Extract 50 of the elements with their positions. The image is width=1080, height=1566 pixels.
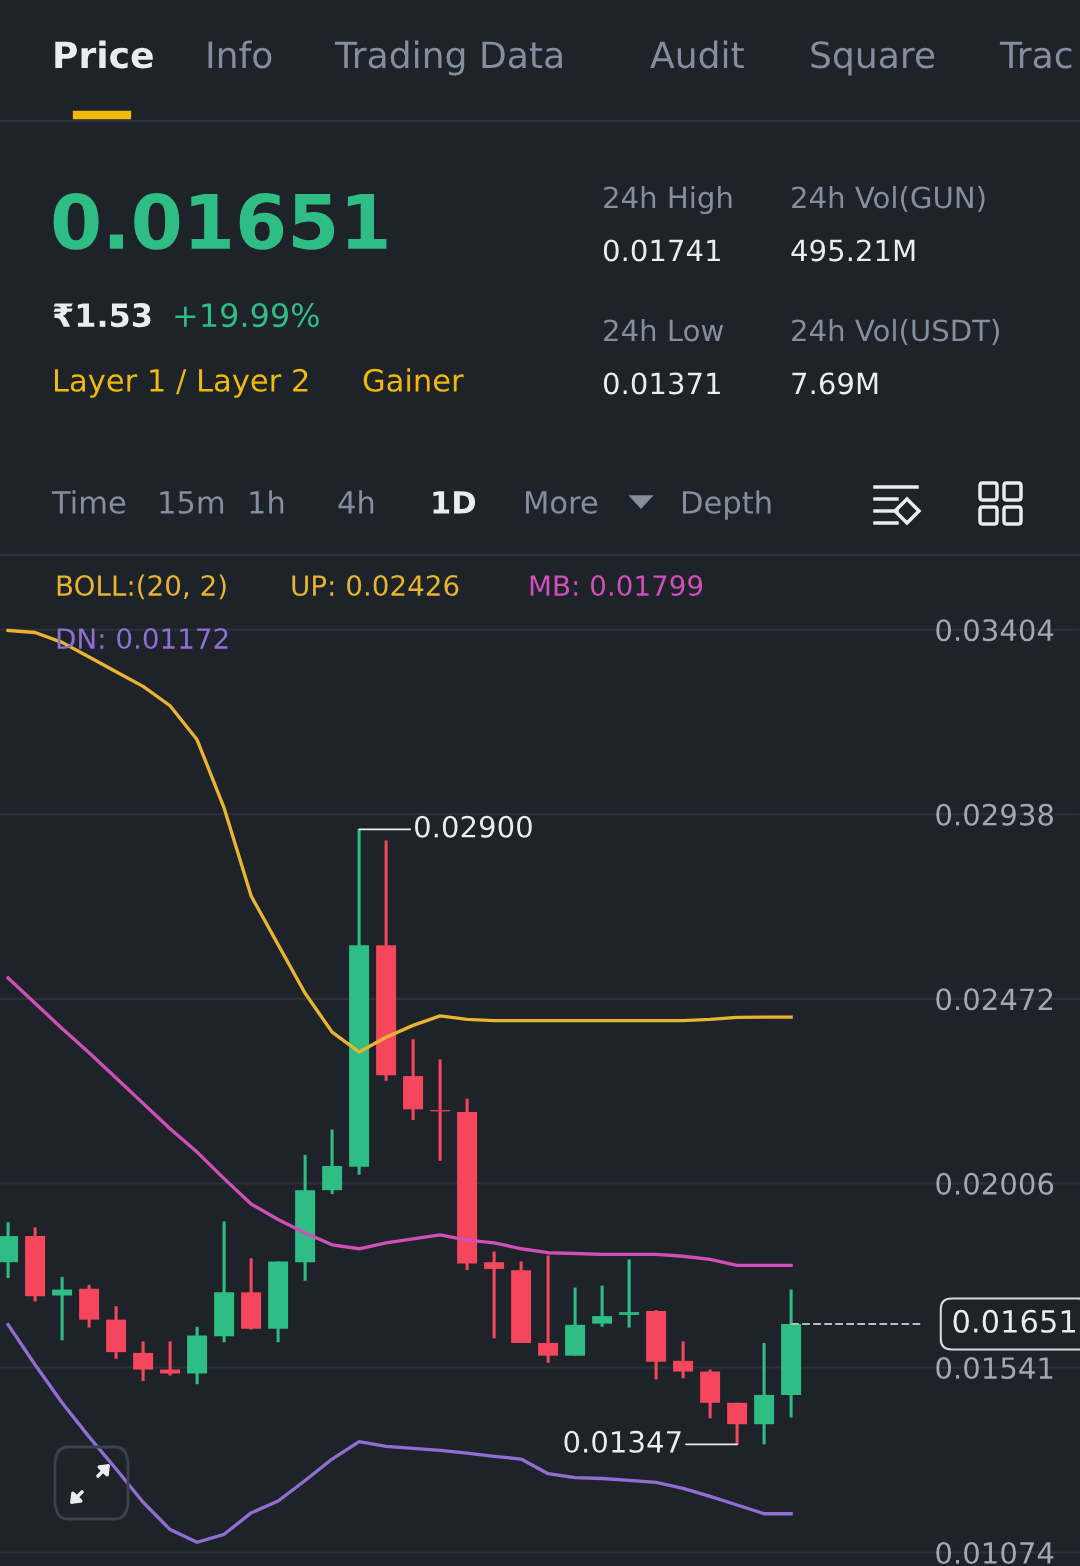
text: 24h High [604, 185, 732, 215]
text: 24h Vol(USDT) [792, 318, 999, 345]
text: Info [208, 40, 272, 69]
text: ₹1.53 [53, 303, 151, 328]
text: Audit [650, 40, 744, 69]
text: 7.69M [792, 372, 878, 395]
text: 0.01741 [603, 239, 720, 262]
candlestick [619, 1259, 640, 1328]
y-tick-label: 0.01541 [936, 1357, 1053, 1380]
text: 24h Low [604, 318, 724, 342]
text: Price [55, 40, 153, 69]
candlestick [133, 1341, 154, 1383]
text: Time [51, 490, 126, 514]
text: 15m [160, 491, 224, 514]
text: Layer 1 / Layer 2 [55, 368, 308, 398]
candlestick [160, 1341, 181, 1376]
text: 24h Vol(GUN) [792, 185, 985, 212]
text: MB: 0.01799 [530, 575, 703, 597]
text: Trac [999, 41, 1072, 69]
y-tick-label: 0.01074 [936, 1541, 1054, 1565]
text: 0.01651 [53, 193, 387, 250]
line-series [6, 976, 793, 1268]
text: Trading Data [334, 40, 562, 76]
y-tick-label: 0.02938 [936, 803, 1053, 826]
candlestick [673, 1341, 694, 1379]
annotation: 0.02900 [415, 815, 532, 838]
text: 495.21M [791, 239, 915, 262]
text: +19.99% [175, 303, 319, 328]
candlestick [538, 1255, 559, 1363]
text: 1D [433, 491, 476, 514]
line-series [6, 628, 793, 1054]
text: Square [811, 41, 935, 76]
y-tick-label: 0.03404 [936, 619, 1054, 642]
text: Gainer [363, 368, 464, 392]
text: Depth [683, 490, 771, 520]
annotation: 0.01347 [564, 1430, 681, 1453]
text: 0.01371 [603, 372, 720, 395]
text: DN: 0.01172 [57, 628, 228, 650]
text: 4h [338, 490, 374, 514]
line-series [6, 1323, 793, 1544]
y-tick-label: 0.02006 [936, 1172, 1054, 1195]
text: More [526, 491, 598, 514]
candlestick [484, 1251, 505, 1339]
legend-title: BOLL:(20, 2) [57, 574, 226, 600]
ref-line-label: 0.01651 [953, 1309, 1076, 1333]
text: 1h [250, 490, 284, 514]
text: UP: 0.02426 [292, 575, 459, 597]
y-tick-label: 0.02472 [936, 988, 1053, 1011]
candlestick [727, 1401, 748, 1445]
candlestick [592, 1285, 613, 1327]
